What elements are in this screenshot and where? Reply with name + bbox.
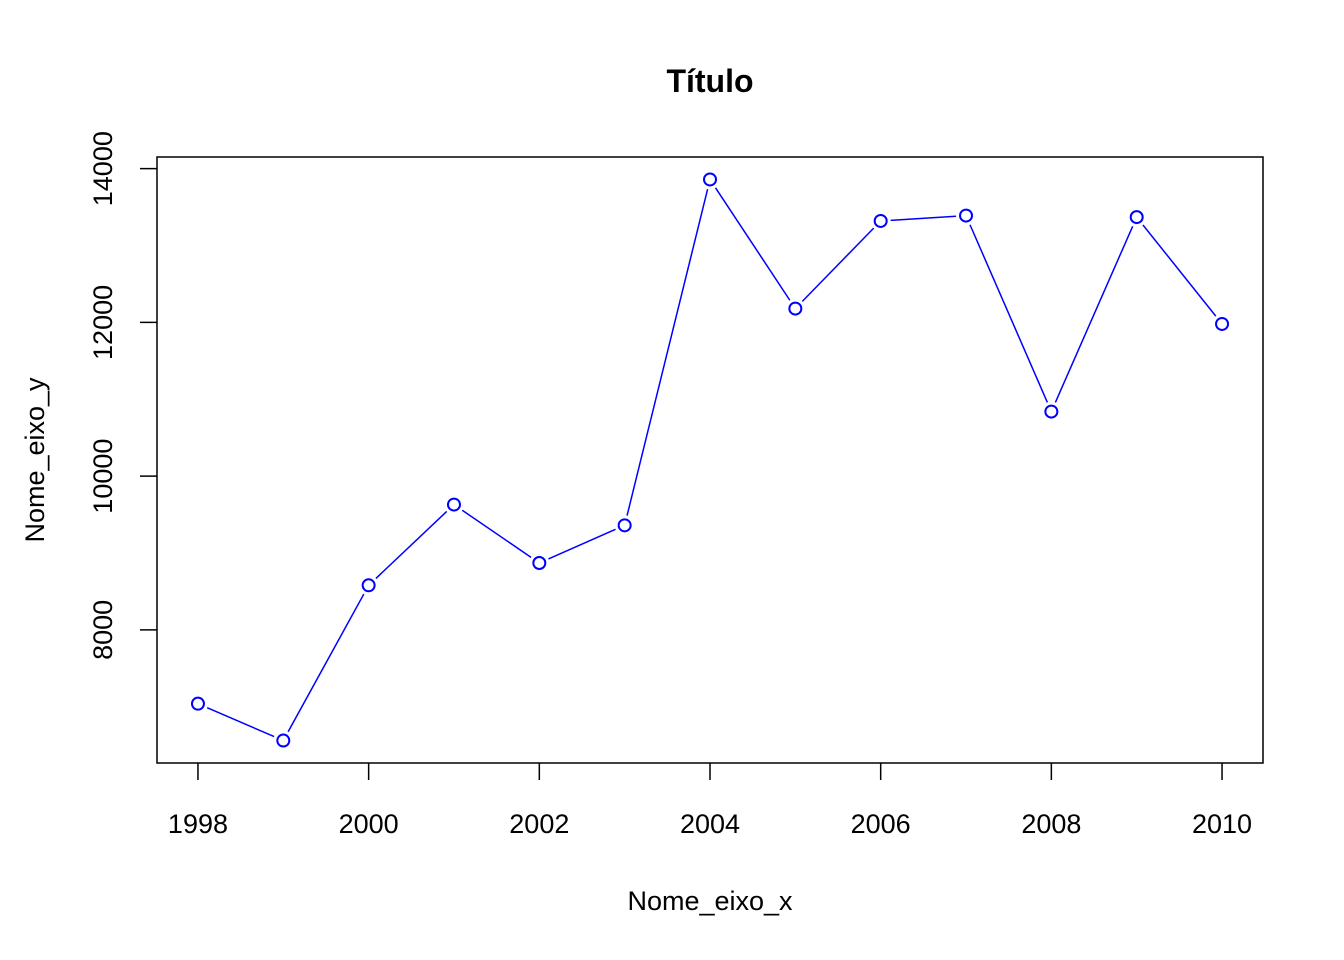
data-point-2001 bbox=[446, 497, 461, 512]
series-line-segment bbox=[375, 510, 448, 579]
data-point-2003 bbox=[617, 518, 632, 533]
series-line-segment bbox=[1054, 225, 1134, 403]
x-tick-label: 2010 bbox=[1192, 809, 1252, 839]
y-axis-label: Nome_eixo_y bbox=[20, 377, 50, 543]
data-point-1998 bbox=[190, 696, 205, 711]
x-tick-label: 2004 bbox=[680, 809, 740, 839]
y-tick-label: 12000 bbox=[88, 285, 118, 360]
y-tick-label: 8000 bbox=[88, 600, 118, 660]
data-point-2007 bbox=[959, 208, 974, 223]
y-axis: 8000 10000 12000 14000 bbox=[88, 131, 157, 660]
series-line-segment bbox=[890, 215, 957, 222]
y-tick-label: 14000 bbox=[88, 131, 118, 206]
data-point-2005 bbox=[788, 301, 803, 316]
series-layer bbox=[190, 172, 1230, 748]
data-point-1999 bbox=[276, 733, 291, 748]
data-point-2000 bbox=[361, 578, 376, 593]
series-line-segment bbox=[1142, 224, 1217, 317]
x-axis-label: Nome_eixo_x bbox=[627, 886, 793, 916]
data-point-2002 bbox=[532, 555, 547, 570]
y-tick-label: 10000 bbox=[88, 439, 118, 514]
x-tick-label: 2006 bbox=[851, 809, 911, 839]
data-point-2008 bbox=[1044, 404, 1059, 419]
x-tick-label: 2000 bbox=[339, 809, 399, 839]
data-point-2006 bbox=[873, 213, 888, 228]
series-line-segment bbox=[548, 528, 616, 560]
plot-frame bbox=[156, 156, 1264, 764]
x-tick-label: 2002 bbox=[509, 809, 569, 839]
data-point-2004 bbox=[703, 172, 717, 187]
x-tick-label: 1998 bbox=[168, 809, 228, 839]
series-line-segment bbox=[287, 593, 365, 733]
series-line-segment bbox=[461, 509, 532, 558]
data-point-2009 bbox=[1129, 210, 1144, 225]
x-axis: 1998 2000 2002 2004 2006 2008 2010 bbox=[168, 763, 1252, 839]
data-point-2010 bbox=[1215, 316, 1230, 331]
series-line-segment bbox=[714, 187, 791, 301]
series-line-segment bbox=[206, 706, 275, 738]
series-line-segment bbox=[969, 224, 1049, 403]
series-line-segment bbox=[626, 188, 709, 516]
chart-title: Título bbox=[666, 63, 753, 99]
series-line-segment bbox=[801, 227, 875, 302]
x-tick-label: 2008 bbox=[1021, 809, 1081, 839]
